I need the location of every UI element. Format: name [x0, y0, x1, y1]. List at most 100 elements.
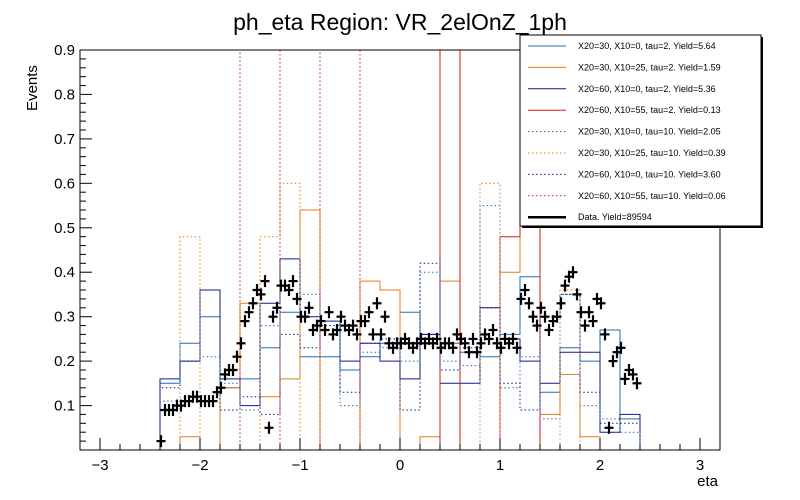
y-tick-label: 0.8 [54, 86, 75, 103]
data-point [432, 332, 442, 345]
x-tick-label: −3 [91, 457, 108, 474]
data-point [156, 435, 166, 448]
y-tick-label: 0.2 [54, 353, 75, 370]
data-point [288, 275, 298, 288]
data-point [352, 328, 362, 341]
data-point [264, 421, 274, 434]
data-point [348, 319, 358, 332]
legend-label: X20=30, X10=25, tau=2. Yield=1.59 [578, 62, 721, 72]
data-point [608, 355, 618, 368]
y-tick-label: 0.4 [54, 264, 75, 281]
data-point [300, 310, 310, 323]
data-point [236, 337, 246, 350]
data-point [512, 341, 522, 354]
data-point [556, 297, 566, 310]
data-point [616, 341, 626, 354]
data-point [540, 310, 550, 323]
data-point [260, 275, 270, 288]
y-tick-label: 0.1 [54, 398, 75, 415]
data-point [332, 324, 342, 336]
data-point [460, 337, 470, 350]
legend-label: Data. Yield=89594 [578, 212, 652, 222]
x-tick-label: 3 [696, 457, 704, 474]
y-tick-label: 0.7 [54, 131, 75, 148]
x-axis-title: eta [697, 473, 719, 490]
y-tick-label: 0.9 [54, 42, 75, 59]
data-point [232, 350, 242, 363]
legend-box [519, 34, 762, 227]
data-point [216, 381, 226, 394]
data-point [368, 328, 378, 341]
mc-series-5 [80, 205, 720, 451]
y-tick-label: 0.5 [54, 220, 75, 237]
data-points [156, 266, 642, 448]
data-point [336, 310, 346, 323]
data-point [596, 297, 606, 310]
legend-label: X20=60, X10=55, tau=10. Yield=0.06 [578, 191, 726, 201]
x-tick-label: −1 [291, 457, 308, 474]
data-point [552, 310, 562, 323]
y-tick-label: 0.6 [54, 175, 75, 192]
data-point [568, 266, 578, 279]
data-point [496, 341, 506, 354]
axes: −3 −2 −1 0 1 2 3 0.1 0.2 0.3 0.4 0.5 0.6 0.7 0.8 0.9 [54, 42, 721, 474]
x-tick-label: 2 [596, 457, 604, 474]
data-point [472, 346, 482, 359]
legend-label: X20=60, X10=55, tau=2. Yield=0.13 [578, 105, 721, 115]
data-point [484, 332, 494, 345]
data-point [320, 324, 330, 336]
legend-label: X20=30, X10=0, tau=10. Yield=2.05 [578, 127, 721, 137]
mc-series-2 [80, 147, 720, 451]
data-point [580, 319, 590, 332]
data-point [268, 310, 278, 323]
y-tick-label: 0.3 [54, 309, 75, 326]
data-point [576, 306, 586, 319]
data-point [544, 324, 554, 336]
mc-series-6 [80, 182, 720, 451]
data-point [620, 372, 630, 385]
mc-series-3 [80, 258, 720, 451]
data-point [476, 337, 486, 350]
data-point [628, 368, 638, 381]
legend-label: X20=30, X10=0, tau=2. Yield=5.64 [578, 41, 716, 51]
data-point [588, 315, 598, 328]
data-point [536, 301, 546, 314]
data-point [380, 310, 390, 323]
data-point [256, 288, 266, 301]
data-point [528, 310, 538, 323]
data-point [524, 297, 534, 310]
chart-title: ph_eta Region: VR_2elOnZ_1ph [233, 9, 567, 35]
data-point [516, 292, 526, 305]
data-point [316, 315, 326, 328]
legend-label: X20=30, X10=25, tau=10. Yield=0.39 [578, 148, 726, 158]
data-point [488, 324, 498, 336]
legend-label: X20=60, X10=0, tau=2. Yield=5.36 [578, 84, 716, 94]
data-point [372, 297, 382, 310]
data-point [208, 395, 218, 408]
data-point [520, 284, 530, 296]
data-point [248, 297, 258, 310]
data-point [228, 364, 238, 376]
data-point [360, 315, 370, 328]
data-point [448, 341, 458, 354]
data-point [584, 306, 594, 319]
x-tick-label: −2 [191, 457, 208, 474]
data-point [604, 421, 614, 434]
data-point [304, 301, 314, 314]
data-point [508, 332, 518, 345]
data-point [240, 315, 250, 328]
x-tick-label: 0 [396, 457, 404, 474]
data-point [600, 328, 610, 341]
data-point [284, 284, 294, 296]
data-point [324, 306, 334, 319]
legend-label: X20=60, X10=0, tau=10. Yield=3.60 [578, 169, 721, 179]
data-point [468, 332, 478, 345]
data-point [364, 306, 374, 319]
y-axis-title: Events [24, 65, 41, 111]
data-point [632, 377, 642, 390]
data-point [464, 346, 474, 359]
data-point [376, 328, 386, 341]
data-point [560, 279, 570, 292]
data-point [572, 288, 582, 301]
